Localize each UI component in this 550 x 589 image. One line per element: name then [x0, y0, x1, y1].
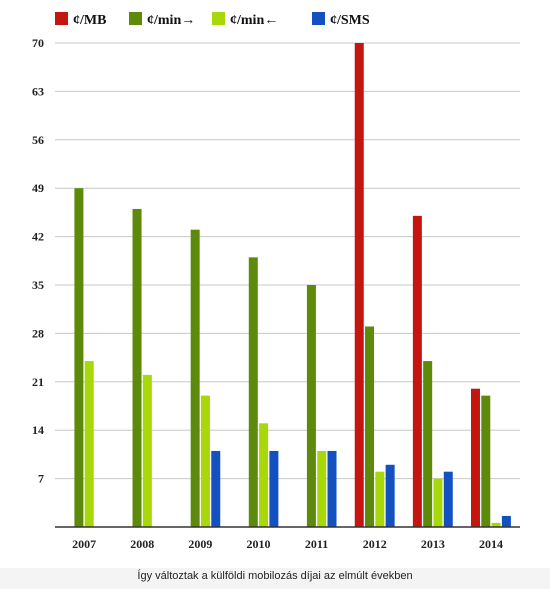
legend: ¢/MB ¢/min→ ¢/min← ¢/SMS: [55, 12, 370, 28]
x-tick-label-2008: 2008: [130, 537, 154, 551]
bar-2013-series-4: [443, 471, 453, 527]
y-tick-label-63: 63: [32, 84, 44, 98]
x-tick-label-2010: 2010: [246, 537, 270, 551]
bar-2014-series-4: [501, 515, 511, 527]
bar-2012-series-3: [375, 471, 385, 527]
bar-2013-series-2: [423, 361, 433, 527]
y-tick-label-7: 7: [38, 472, 44, 486]
bar-2014-series-2: [481, 395, 491, 527]
x-tick-label-2007: 2007: [72, 537, 96, 551]
bar-2008-series-2: [132, 208, 142, 527]
bar-2010-series-3: [259, 423, 269, 527]
bar-2009-series-4: [211, 450, 221, 527]
bar-2009-series-3: [200, 395, 210, 527]
bar-2009-series-2: [190, 229, 200, 527]
legend-swatch-1: [55, 12, 68, 25]
y-tick-label-21: 21: [32, 375, 44, 389]
bar-chart: ¢/MB ¢/min→ ¢/min← ¢/SMS 714212835424956637…: [32, 12, 520, 551]
y-tick-label-42: 42: [32, 230, 44, 244]
y-tick-label-28: 28: [32, 326, 44, 340]
chart-panel: ¢/MB ¢/min→ ¢/min← ¢/SMS 7 14 21 28 35 42 49 56 63 7…: [0, 0, 550, 568]
bar-2007-series-2: [74, 188, 84, 527]
y-tick-label-70: 70: [32, 36, 44, 50]
bar-2014-series-3: [491, 522, 501, 527]
x-tick-label-2012: 2012: [363, 537, 387, 551]
grid-lines: [55, 42, 520, 480]
legend-label-3: ¢/min←: [230, 13, 278, 28]
bars: [74, 43, 511, 527]
bar-2010-series-2: [248, 257, 258, 527]
legend-label-1: ¢/MB: [73, 13, 106, 28]
bar-2007-series-3: [84, 361, 94, 527]
y-tick-label-35: 35: [32, 278, 44, 292]
legend-swatch-3: [212, 12, 225, 25]
x-tick-label-2009: 2009: [188, 537, 212, 551]
y-tick-label-14: 14: [32, 423, 44, 437]
bar-2013-series-1: [412, 215, 422, 527]
bar-2008-series-3: [142, 374, 152, 527]
bar-2011-series-3: [317, 450, 327, 527]
bar-2014-series-1: [470, 388, 480, 527]
bar-2013-series-3: [433, 478, 443, 527]
y-tick-label-56: 56: [32, 133, 44, 147]
legend-label-2: ¢/min→: [147, 13, 195, 28]
chart-caption: Így változtak a külföldi mobilozás díjai…: [137, 570, 413, 582]
bar-2010-series-4: [269, 450, 279, 527]
x-tick-label-2014: 2014: [479, 537, 503, 551]
bar-2011-series-2: [306, 285, 316, 527]
y-tick-label-49: 49: [32, 181, 44, 195]
x-tick-label-2011: 2011: [305, 537, 328, 551]
legend-swatch-4: [312, 12, 325, 25]
bar-2012-series-2: [365, 326, 375, 527]
bar-2012-series-4: [385, 464, 395, 527]
x-tick-label-2013: 2013: [421, 537, 445, 551]
bar-2011-series-4: [327, 450, 337, 527]
x-axis-ticks: 2007 2008 2009 2010 2011 2012 2013 2014: [72, 537, 503, 551]
legend-label-4: ¢/SMS: [330, 13, 370, 28]
y-axis-ticks: 7 14 21 28 35 42 49 56 63 70: [32, 36, 44, 486]
bar-2012-series-1: [354, 43, 364, 527]
legend-swatch-2: [129, 12, 142, 25]
